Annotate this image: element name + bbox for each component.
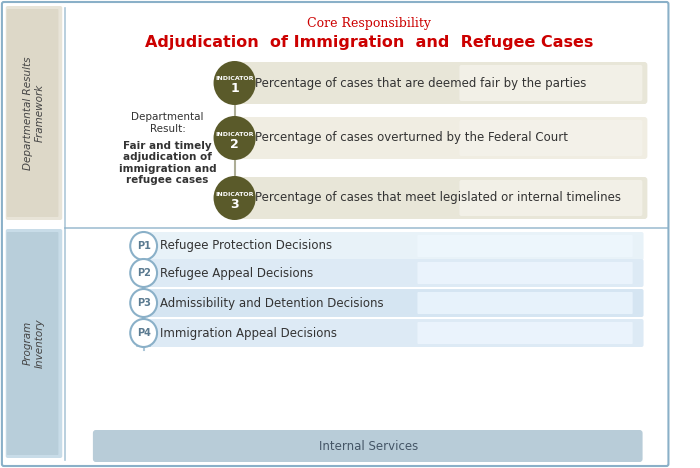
Bar <box>15 8 18 218</box>
FancyBboxPatch shape <box>7 9 58 217</box>
FancyBboxPatch shape <box>2 2 668 466</box>
Text: Refugee Protection Decisions: Refugee Protection Decisions <box>160 240 332 253</box>
Text: 2: 2 <box>230 138 239 151</box>
Text: Percentage of cases that are deemed fair by the parties: Percentage of cases that are deemed fair… <box>255 76 586 89</box>
Text: Departmental
Result:: Departmental Result: <box>132 112 204 134</box>
FancyBboxPatch shape <box>417 235 633 257</box>
FancyBboxPatch shape <box>234 62 648 104</box>
Text: P1: P1 <box>136 241 150 251</box>
Bar <box>26 8 29 218</box>
Bar <box>20 8 24 218</box>
FancyBboxPatch shape <box>7 232 58 455</box>
FancyBboxPatch shape <box>417 262 633 284</box>
FancyBboxPatch shape <box>459 180 643 216</box>
Circle shape <box>130 232 157 260</box>
Text: Immigration Appeal Decisions: Immigration Appeal Decisions <box>160 327 337 339</box>
FancyBboxPatch shape <box>93 430 643 462</box>
Text: Program
Inventory: Program Inventory <box>22 318 44 368</box>
Text: INDICATOR: INDICATOR <box>216 76 254 81</box>
FancyBboxPatch shape <box>234 177 648 219</box>
Circle shape <box>130 319 157 347</box>
FancyBboxPatch shape <box>144 289 643 317</box>
Text: INDICATOR: INDICATOR <box>216 191 254 197</box>
Text: 1: 1 <box>230 82 239 95</box>
Text: Core Responsibility: Core Responsibility <box>307 16 430 29</box>
Text: Fair and timely
adjudication of
immigration and
refugee cases: Fair and timely adjudication of immigrat… <box>119 140 216 185</box>
Bar <box>38 8 41 218</box>
FancyBboxPatch shape <box>417 322 633 344</box>
Bar <box>31 8 34 218</box>
FancyBboxPatch shape <box>234 117 648 159</box>
Text: Percentage of cases overturned by the Federal Court: Percentage of cases overturned by the Fe… <box>255 132 568 145</box>
Bar <box>18 8 21 218</box>
Bar <box>13 8 15 218</box>
Bar <box>41 8 44 218</box>
Bar <box>49 8 52 218</box>
Text: INDICATOR: INDICATOR <box>216 132 254 137</box>
Circle shape <box>214 61 256 105</box>
Text: Adjudication  of Immigration  and  Refugee Cases: Adjudication of Immigration and Refugee … <box>144 36 593 51</box>
FancyBboxPatch shape <box>6 6 62 220</box>
Bar <box>28 8 32 218</box>
Bar <box>23 8 26 218</box>
Bar <box>34 8 36 218</box>
Text: 3: 3 <box>230 197 239 211</box>
FancyBboxPatch shape <box>144 259 643 287</box>
FancyBboxPatch shape <box>459 120 643 156</box>
FancyBboxPatch shape <box>6 229 62 458</box>
Bar <box>44 8 47 218</box>
Circle shape <box>130 259 157 287</box>
Bar <box>57 8 60 218</box>
Text: Internal Services: Internal Services <box>319 439 419 453</box>
FancyBboxPatch shape <box>459 65 643 101</box>
FancyBboxPatch shape <box>144 232 643 260</box>
Bar <box>46 8 49 218</box>
Text: P4: P4 <box>136 328 150 338</box>
Text: P3: P3 <box>136 298 150 308</box>
Bar <box>54 8 57 218</box>
Circle shape <box>214 176 256 220</box>
FancyBboxPatch shape <box>144 319 643 347</box>
Bar <box>36 8 39 218</box>
FancyBboxPatch shape <box>417 292 633 314</box>
Text: Percentage of cases that meet legislated or internal timelines: Percentage of cases that meet legislated… <box>255 191 621 205</box>
Text: P2: P2 <box>136 268 150 278</box>
Circle shape <box>130 289 157 317</box>
Circle shape <box>214 116 256 160</box>
Text: Admissibility and Detention Decisions: Admissibility and Detention Decisions <box>160 297 384 309</box>
Bar <box>10 8 13 218</box>
Bar <box>8 8 10 218</box>
Text: Refugee Appeal Decisions: Refugee Appeal Decisions <box>160 266 313 279</box>
Text: Departmental Results
Framework: Departmental Results Framework <box>22 56 44 170</box>
Bar <box>52 8 55 218</box>
